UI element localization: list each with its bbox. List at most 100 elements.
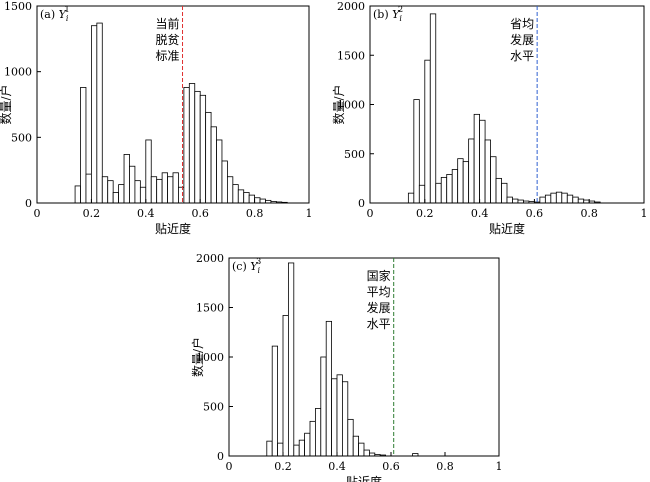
histogram-bar [199, 94, 207, 204]
x-tick-label: 0.6 [191, 207, 209, 220]
histogram-bar [341, 381, 349, 457]
histogram-bar [298, 439, 306, 457]
histogram-bar [572, 196, 579, 204]
panel-var: Y [250, 260, 259, 273]
histogram-bar [74, 185, 81, 204]
panel-letter: (c) [232, 260, 250, 273]
panel-letter: (a) [40, 8, 59, 21]
reference-annotation: 发展 [367, 300, 391, 315]
histogram-bar [501, 182, 508, 204]
reference-annotation: 发展 [510, 32, 534, 47]
x-tick-label: 0.2 [83, 207, 101, 220]
histogram-bar [178, 186, 185, 204]
histogram-bar [277, 442, 284, 457]
histogram-bar [325, 320, 333, 457]
y-tick-label: 1000 [4, 66, 32, 79]
x-tick-label: 0.8 [436, 460, 454, 473]
panel-letter: (b) [373, 8, 392, 21]
histogram-bar [429, 13, 437, 204]
y-tick-label: 2000 [337, 0, 365, 13]
histogram-bar [424, 59, 431, 204]
histogram-bar [112, 192, 120, 204]
histogram-bar [194, 90, 201, 204]
x-tick-label: 0 [367, 207, 374, 220]
chart-panel-2: 0 0.2 0.4 0.6 0.8 1 0 500 1000 1500 2000 贴近度 数量/户 (b)… [331, 0, 648, 236]
panel-label: (b) Yi2 [373, 5, 403, 23]
histogram-bar [555, 191, 563, 204]
panel-var: Y [392, 8, 401, 21]
histogram-bar [435, 182, 442, 204]
histogram-bar [473, 113, 480, 204]
histogram-bar [418, 184, 426, 204]
histogram-bar [156, 178, 163, 204]
x-tick-label: 1 [306, 207, 313, 220]
histogram-bar [118, 184, 125, 204]
reference-annotation: 水平 [367, 317, 391, 331]
x-tick-label: 0.4 [471, 207, 489, 220]
x-tick-label: 0.4 [328, 460, 346, 473]
histogram-bar [205, 111, 212, 204]
y-tick-label: 500 [11, 131, 32, 144]
histogram-bar [550, 192, 557, 204]
histogram-bar [188, 83, 196, 204]
x-tick-label: 1 [641, 207, 648, 220]
reference-annotation: 国家 [367, 268, 391, 283]
histogram-bar [243, 192, 250, 204]
reference-annotation: 当前 [156, 16, 180, 31]
y-tick-label: 0 [358, 197, 365, 210]
histogram-bar [544, 194, 552, 204]
histogram-bar [161, 172, 168, 204]
histogram-bar [96, 22, 103, 204]
histogram-bar [259, 198, 266, 204]
histogram-bar [139, 186, 147, 204]
histogram-bar [577, 198, 585, 204]
histogram-bar [352, 435, 360, 457]
panel-label: (c) Yi3 [232, 257, 261, 275]
histogram-bar [221, 160, 228, 204]
histogram-bar [167, 176, 174, 204]
x-tick-label: 0.2 [274, 460, 292, 473]
y-tick-label: 500 [203, 401, 224, 414]
y-tick-label: 0 [25, 197, 32, 210]
y-tick-label: 2000 [196, 252, 224, 265]
histogram-bar [440, 176, 448, 204]
y-tick-label: 500 [344, 148, 365, 161]
histogram-bar [266, 440, 273, 457]
histogram-bar [145, 139, 152, 204]
histogram-bar [210, 126, 217, 204]
histogram-bar [506, 196, 513, 204]
reference-annotation: 标准 [156, 49, 180, 63]
histogram-bar [413, 99, 420, 204]
histogram-bar [282, 315, 289, 457]
histogram-bar [407, 192, 415, 204]
plot-frame [228, 257, 500, 457]
panel-sup: 3 [256, 257, 261, 266]
histogram-bar [287, 262, 295, 457]
histogram-bar [172, 172, 179, 204]
y-axis-title: 数量/户 [190, 337, 205, 377]
histogram-bar [80, 87, 87, 204]
panel-sup: 1 [64, 5, 69, 14]
reference-annotation: 脱贫 [156, 32, 180, 47]
histogram-bar [566, 194, 574, 204]
histogram-bar [561, 192, 568, 204]
chart-panel-3: 0 0.2 0.4 0.6 0.8 1 0 500 1000 1500 2000 贴近度 数量/户 (c)… [190, 252, 503, 482]
plot-frame [36, 5, 310, 204]
y-axis-title: 数量/户 [331, 84, 346, 124]
histogram-bar [85, 173, 92, 204]
y-tick-label: 0 [217, 450, 224, 463]
histogram-bar [248, 194, 256, 204]
histogram-bar [304, 432, 311, 457]
histogram-bar [468, 138, 475, 204]
reference-annotation: 平均 [367, 285, 391, 299]
y-tick-label: 1500 [4, 0, 32, 13]
histogram-bar [490, 156, 497, 204]
histogram-bar [91, 25, 98, 204]
y-tick-label: 1500 [196, 302, 224, 315]
histogram-bar [271, 345, 279, 457]
x-tick-label: 1 [496, 460, 503, 473]
histogram-bar [320, 356, 327, 457]
histogram-bar [129, 165, 136, 204]
